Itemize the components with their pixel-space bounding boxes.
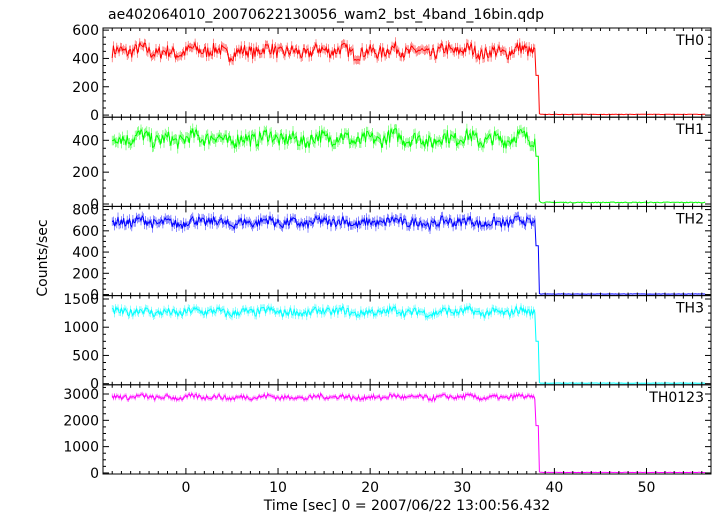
x-axis-label: Time [sec] 0 = 2007/06/22 13:00:56.432 (263, 498, 550, 514)
y-tick-label: 1000 (63, 440, 99, 456)
x-tick-labels: 0 10 20 30 40 50 (181, 480, 655, 496)
series-line-th0 (111, 40, 706, 116)
y-tick-label: 0 (90, 377, 99, 393)
panel-th0123: 0 1000 2000 3000 TH0123 (63, 384, 712, 482)
panel-label-th2: TH2 (675, 211, 704, 227)
y-tick-label: 200 (72, 165, 99, 181)
y-tick-label: 3000 (63, 387, 99, 403)
x-tick-label: 0 (181, 480, 190, 496)
panel-th1: 0 200 400 TH1 (72, 116, 712, 213)
y-tick-label: 600 (72, 23, 99, 39)
series-line-th2 (111, 214, 706, 295)
x-tick-label: 10 (269, 480, 287, 496)
y-tick-label: 400 (72, 51, 99, 67)
error-bars-th0 (111, 37, 536, 66)
y-tick-label: 0 (90, 466, 99, 482)
x-tick-label: 50 (638, 480, 656, 496)
y-tick-label: 400 (72, 133, 99, 149)
x-tick-label: 30 (453, 480, 471, 496)
y-tick-label: 400 (72, 245, 99, 261)
series-line-th0123 (111, 392, 706, 474)
panel-label-th3: TH3 (675, 301, 704, 317)
y-tick-label: 0 (90, 108, 99, 124)
panel-frame (102, 27, 712, 118)
y-tick-label: 800 (72, 203, 99, 219)
panel-label-th0: TH0 (675, 33, 704, 49)
y-tick-label: 200 (72, 80, 99, 96)
y-axis-label: Counts/sec (35, 219, 51, 296)
panel-frame (102, 116, 712, 207)
y-tick-label: 200 (72, 266, 99, 282)
x-tick-label: 20 (361, 480, 379, 496)
y-tick-label: 1000 (63, 320, 99, 336)
y-tick-label: 0 (90, 288, 99, 304)
y-tick-label: 0 (90, 197, 99, 213)
panel-th0: 0 200 400 600 TH0 (72, 23, 712, 124)
panel-th3: 0 500 1000 1500 TH3 (63, 292, 712, 393)
x-tick-label: 40 (545, 480, 563, 496)
chart-title: ae402064010_20070622130056_wam2_bst_4ban… (108, 7, 544, 23)
panel-label-th1: TH1 (675, 122, 704, 138)
y-tick-label: 600 (72, 224, 99, 240)
y-tick-label: 1500 (63, 292, 99, 308)
panel-th2: 0 200 400 600 800 TH2 (72, 203, 712, 304)
y-tick-label: 500 (72, 348, 99, 364)
panels-group: 0200400600TH00200400TH10200400600800TH20… (63, 23, 712, 482)
panel-label-th0123: TH0123 (648, 390, 704, 406)
y-tick-label: 2000 (63, 413, 99, 429)
series-line-th3 (111, 304, 706, 384)
series-line-th1 (112, 127, 706, 204)
